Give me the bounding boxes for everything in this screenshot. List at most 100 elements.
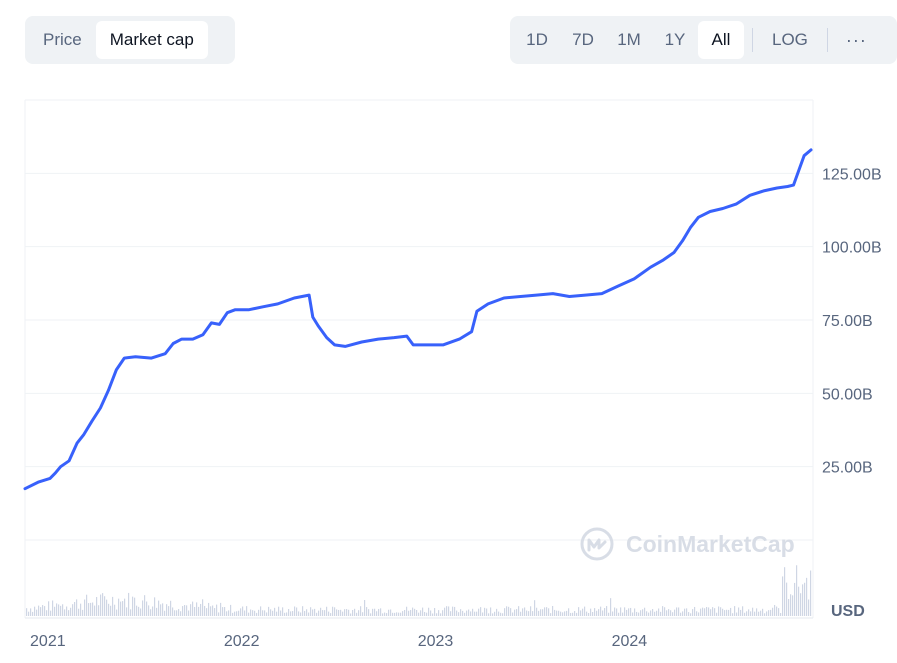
volume-bar	[454, 606, 456, 616]
volume-bar	[40, 607, 42, 616]
volume-bar	[526, 610, 528, 616]
volume-bar	[66, 606, 68, 616]
volume-bar	[590, 608, 592, 616]
volume-bar	[126, 607, 128, 616]
volume-bar	[750, 611, 752, 616]
volume-bar	[148, 605, 150, 616]
range-toggle: 1D 7D 1M 1Y All LOG ···	[510, 16, 897, 64]
volume-bar	[52, 600, 54, 616]
volume-bar	[144, 595, 146, 616]
volume-bar	[630, 607, 632, 616]
volume-bar	[488, 613, 490, 616]
volume-bar	[124, 598, 126, 616]
log-scale-button[interactable]: LOG	[772, 30, 808, 49]
volume-bar	[562, 612, 564, 616]
volume-bar	[134, 597, 136, 616]
volume-bar	[352, 610, 354, 616]
tab-price[interactable]: Price	[43, 30, 82, 49]
volume-bar	[100, 594, 102, 616]
volume-bar	[90, 602, 92, 616]
volume-bar	[652, 609, 654, 616]
volume-bar	[234, 611, 236, 616]
volume-bar	[48, 601, 50, 616]
x-tick-label: 2023	[418, 633, 454, 650]
volume-bar	[790, 594, 792, 616]
volume-bar	[56, 603, 58, 616]
volume-bar	[416, 609, 418, 616]
volume-bar	[402, 611, 404, 616]
volume-bar	[670, 610, 672, 616]
volume-bar	[706, 607, 708, 616]
volume-bar	[370, 613, 372, 616]
volume-bar	[118, 598, 120, 616]
volume-bar	[762, 608, 764, 616]
volume-bar	[194, 606, 196, 616]
volume-bar	[658, 608, 660, 616]
volume-bar	[570, 612, 572, 616]
volume-bar	[682, 611, 684, 616]
volume-bar	[616, 608, 618, 616]
volume-bar	[206, 608, 208, 616]
volume-bar	[784, 567, 786, 616]
volume-bar	[278, 606, 280, 616]
volume-bar	[564, 611, 566, 616]
volume-bar	[410, 609, 412, 616]
volume-bar	[476, 611, 478, 616]
range-7d[interactable]: 7D	[572, 30, 594, 49]
volume-bar	[576, 612, 578, 616]
volume-bar	[804, 582, 806, 616]
volume-bar	[400, 612, 402, 616]
volume-bar	[336, 609, 338, 616]
volume-bar	[340, 609, 342, 616]
volume-bar	[486, 608, 488, 616]
volume-bar	[650, 610, 652, 616]
volume-bar	[204, 605, 206, 616]
volume-bar	[180, 611, 182, 616]
volume-bar	[722, 608, 724, 616]
volume-bar	[742, 606, 744, 616]
volume-bar	[294, 606, 296, 616]
volume-bar	[692, 609, 694, 616]
volume-bar	[110, 605, 112, 616]
volume-bar	[702, 607, 704, 616]
range-all[interactable]: All	[698, 21, 744, 59]
x-tick-label: 2021	[30, 633, 66, 650]
volume-bar	[460, 609, 462, 616]
volume-bar	[752, 607, 754, 616]
range-1d[interactable]: 1D	[526, 30, 548, 49]
volume-bar	[512, 612, 514, 616]
range-1m[interactable]: 1M	[617, 30, 641, 49]
volume-bar	[718, 606, 720, 616]
range-1y[interactable]: 1Y	[664, 30, 686, 49]
volume-bar	[240, 608, 242, 616]
volume-bar	[770, 609, 772, 616]
volume-bar	[518, 606, 520, 616]
tab-market-cap[interactable]: Market cap	[95, 21, 208, 59]
volume-bar	[54, 606, 56, 616]
volume-bar	[284, 612, 286, 616]
volume-bar	[732, 613, 734, 616]
volume-bar	[374, 608, 376, 616]
volume-bar	[376, 611, 378, 616]
volume-bar	[714, 608, 716, 616]
volume-bar	[788, 599, 790, 616]
volume-bar	[68, 610, 70, 616]
volume-bar	[88, 603, 90, 616]
volume-bar	[600, 606, 602, 616]
more-options-icon[interactable]: ···	[845, 29, 867, 50]
volume-bar	[26, 608, 28, 616]
volume-bar	[444, 607, 446, 616]
volume-bar	[232, 612, 234, 616]
volume-bar	[290, 611, 292, 616]
volume-bar	[740, 609, 742, 616]
volume-bar	[610, 598, 612, 616]
volume-bar	[382, 613, 384, 616]
volume-bar	[372, 608, 374, 616]
volume-bar	[592, 612, 594, 616]
volume-bar	[256, 612, 258, 616]
volume-bar	[596, 610, 598, 616]
volume-bar	[104, 596, 106, 616]
y-tick-label: 75.00B	[822, 313, 873, 330]
volume-bar	[348, 609, 350, 616]
